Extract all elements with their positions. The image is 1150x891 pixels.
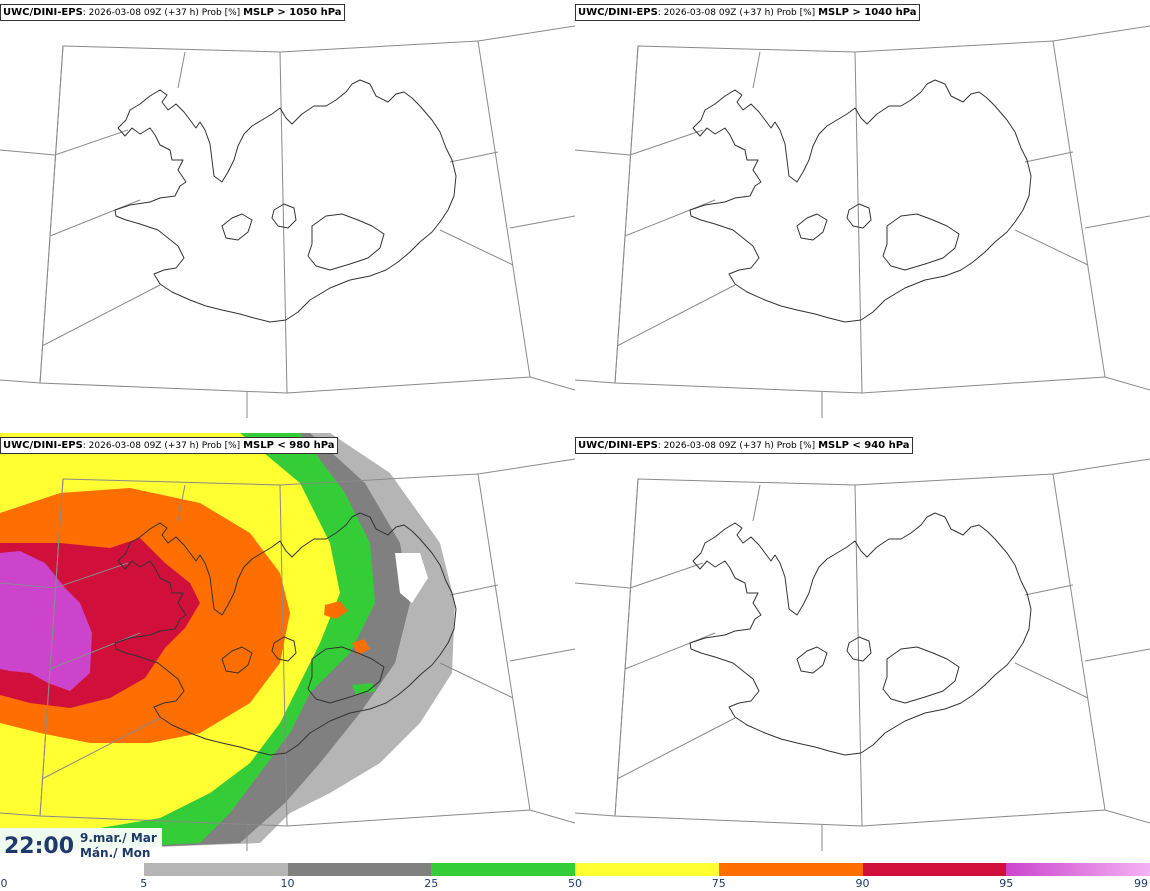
panel-run: 2026-03-08 09Z (+37 h) Prob [%] [88,441,241,451]
panel-model: UWC/DINI-EPS [3,440,83,451]
colorbar-tick-label: 10 [280,877,295,890]
basemap-iceland [575,458,1150,852]
colorbar-segment [0,863,144,876]
panel-variable: MSLP > 1040 hPa [818,7,917,18]
valid-date-line2: Mán./ Mon [80,846,151,860]
colorbar-tick-label: 99 [1134,877,1148,890]
colorbar-segment [143,863,288,876]
colorbar-tick-label: 25 [424,877,439,890]
prob-patch [352,683,376,695]
panel-model: UWC/DINI-EPS [578,440,658,451]
prob-patch [352,639,370,655]
map-panel-mslp-lt-940: UWC/DINI-EPS: 2026-03-08 09Z (+37 h) Pro… [575,433,1150,853]
valid-time-box: 22:00 9.mar./ Mar Mán./ Mon [0,828,162,862]
panel-title: UWC/DINI-EPS: 2026-03-08 09Z (+37 h) Pro… [0,437,338,454]
valid-time: 22:00 [4,834,75,859]
colorbar-segment [431,863,575,876]
panel-run: 2026-03-08 09Z (+37 h) Prob [%] [663,441,816,451]
prob-band-95 [0,551,92,691]
panel-run: 2026-03-08 09Z (+37 h) Prob [%] [663,8,816,18]
basemap-iceland [0,25,575,419]
panel-variable: MSLP < 980 hPa [243,440,335,451]
colorbar-tick-label: 0 [0,877,8,890]
colorbar-segment [287,863,432,876]
colorbar-segment [862,863,1007,876]
prob-patch [324,601,348,619]
colorbar-segment [1006,863,1150,876]
panel-model: UWC/DINI-EPS [578,7,658,18]
basemap-iceland [575,25,1150,419]
map-panel-mslp-gt-1050: UWC/DINI-EPS: 2026-03-08 09Z (+37 h) Pro… [0,0,575,433]
colorbar-tick-label: 50 [568,877,582,890]
panel-variable: MSLP > 1050 hPa [243,7,342,18]
prob-patch [395,553,428,603]
panel-model: UWC/DINI-EPS [3,7,83,18]
map-panel-mslp-gt-1040: UWC/DINI-EPS: 2026-03-08 09Z (+37 h) Pro… [575,0,1150,433]
valid-date-line1: 9.mar./ Mar [80,831,157,845]
panel-title: UWC/DINI-EPS: 2026-03-08 09Z (+37 h) Pro… [0,4,345,21]
colorbar-tick-label: 90 [855,877,870,890]
colorbar-tick-label: 75 [711,877,726,890]
panel-title: UWC/DINI-EPS: 2026-03-08 09Z (+37 h) Pro… [575,437,913,454]
panel-variable: MSLP < 940 hPa [818,440,910,451]
panel-title: UWC/DINI-EPS: 2026-03-08 09Z (+37 h) Pro… [575,4,920,21]
colorbar-segment [718,863,863,876]
colorbar-tick-label: 5 [140,877,148,890]
panel-run: 2026-03-08 09Z (+37 h) Prob [%] [88,8,241,18]
colorbar-segment [575,863,719,876]
map-panel-mslp-lt-980: UWC/DINI-EPS: 2026-03-08 09Z (+37 h) Pro… [0,433,575,853]
colorbar-tick-label: 95 [999,877,1014,890]
probability-field [0,433,575,853]
